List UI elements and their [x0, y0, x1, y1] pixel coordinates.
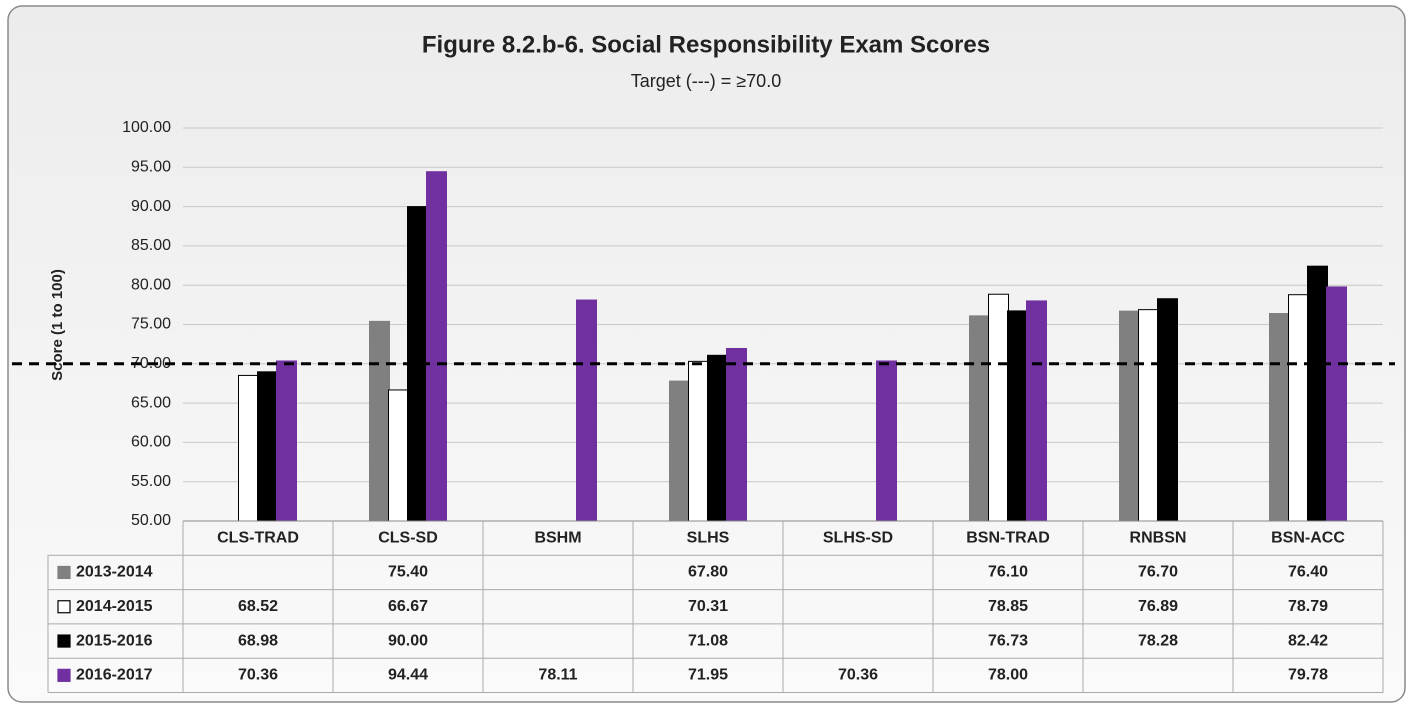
bar	[1307, 265, 1328, 522]
table-value: 90.00	[388, 632, 428, 649]
table-value: 71.95	[688, 667, 728, 684]
x-tick-label: CLS-TRAD	[217, 529, 299, 546]
table-value: 78.28	[1138, 632, 1178, 649]
frame	[7, 5, 1406, 703]
x-tick-label: SLHS-SD	[823, 529, 893, 546]
y-tick-label: 80.00	[131, 276, 171, 293]
table-value: 68.98	[238, 632, 278, 649]
table-value: 66.67	[388, 598, 428, 615]
legend-swatch	[57, 668, 71, 682]
bar	[1269, 312, 1290, 522]
bar	[369, 320, 390, 522]
bar	[1119, 310, 1140, 522]
bar	[388, 389, 409, 522]
y-tick-label: 85.00	[131, 237, 171, 254]
table-value: 70.31	[688, 598, 728, 615]
table-value: 76.89	[1138, 598, 1178, 615]
bar	[257, 371, 278, 522]
bar	[426, 171, 447, 522]
legend-swatch	[57, 634, 71, 648]
y-tick-label: 75.00	[131, 316, 171, 333]
table-value: 79.78	[1288, 667, 1328, 684]
x-tick-label: CLS-SD	[378, 529, 438, 546]
bar	[707, 354, 728, 522]
table-value: 70.36	[238, 667, 278, 684]
legend-label: 2016-2017	[76, 667, 153, 684]
bar	[1288, 294, 1309, 522]
legend-label: 2014-2015	[76, 598, 153, 615]
bar	[1157, 298, 1178, 522]
bar	[1138, 309, 1159, 522]
table-value: 76.73	[988, 632, 1028, 649]
table-value: 82.42	[1288, 632, 1328, 649]
y-tick-label: 90.00	[131, 198, 171, 215]
x-tick-label: BSHM	[534, 529, 581, 546]
table-value: 78.00	[988, 667, 1028, 684]
y-tick-label: 65.00	[131, 394, 171, 411]
bar	[1026, 300, 1047, 522]
bar	[576, 299, 597, 522]
table-value: 70.36	[838, 667, 878, 684]
x-tick-label: RNBSN	[1130, 529, 1187, 546]
x-tick-label: SLHS	[687, 529, 730, 546]
table-value: 78.79	[1288, 598, 1328, 615]
bar	[276, 360, 297, 522]
legend-swatch	[57, 600, 71, 614]
chart-subtitle: Target (---) = ≥70.0	[631, 71, 781, 91]
legend-label: 2015-2016	[76, 632, 153, 649]
bar	[1326, 286, 1347, 522]
table-value: 71.08	[688, 632, 728, 649]
bar	[988, 293, 1009, 522]
table-value: 78.85	[988, 598, 1028, 615]
bar	[238, 374, 259, 522]
bar	[726, 347, 747, 522]
bar	[876, 360, 897, 522]
table-value: 75.40	[388, 564, 428, 581]
y-tick-label: 95.00	[131, 159, 171, 176]
bar	[969, 315, 990, 522]
legend-swatch	[57, 565, 71, 580]
table-value: 67.80	[688, 564, 728, 581]
legend-label: 2013-2014	[76, 564, 153, 581]
x-tick-label: BSN-ACC	[1271, 529, 1345, 546]
chart-title: Figure 8.2.b-6. Social Responsibility Ex…	[422, 31, 990, 58]
y-tick-label: 55.00	[131, 473, 171, 490]
y-axis-label: Score (1 to 100)	[49, 269, 66, 381]
x-tick-label: BSN-TRAD	[966, 529, 1050, 546]
table-value: 78.11	[538, 667, 577, 684]
bar	[1007, 310, 1028, 522]
y-tick-label: 60.00	[131, 434, 171, 451]
bar	[669, 380, 690, 522]
y-tick-label: 50.00	[131, 512, 171, 529]
table-value: 68.52	[238, 598, 278, 615]
table-value: 76.70	[1138, 564, 1178, 581]
y-tick-label: 100.00	[122, 119, 171, 136]
bar	[688, 360, 709, 522]
table-value: 94.44	[388, 667, 428, 684]
table-value: 76.40	[1288, 564, 1328, 581]
table-value: 76.10	[988, 564, 1028, 581]
